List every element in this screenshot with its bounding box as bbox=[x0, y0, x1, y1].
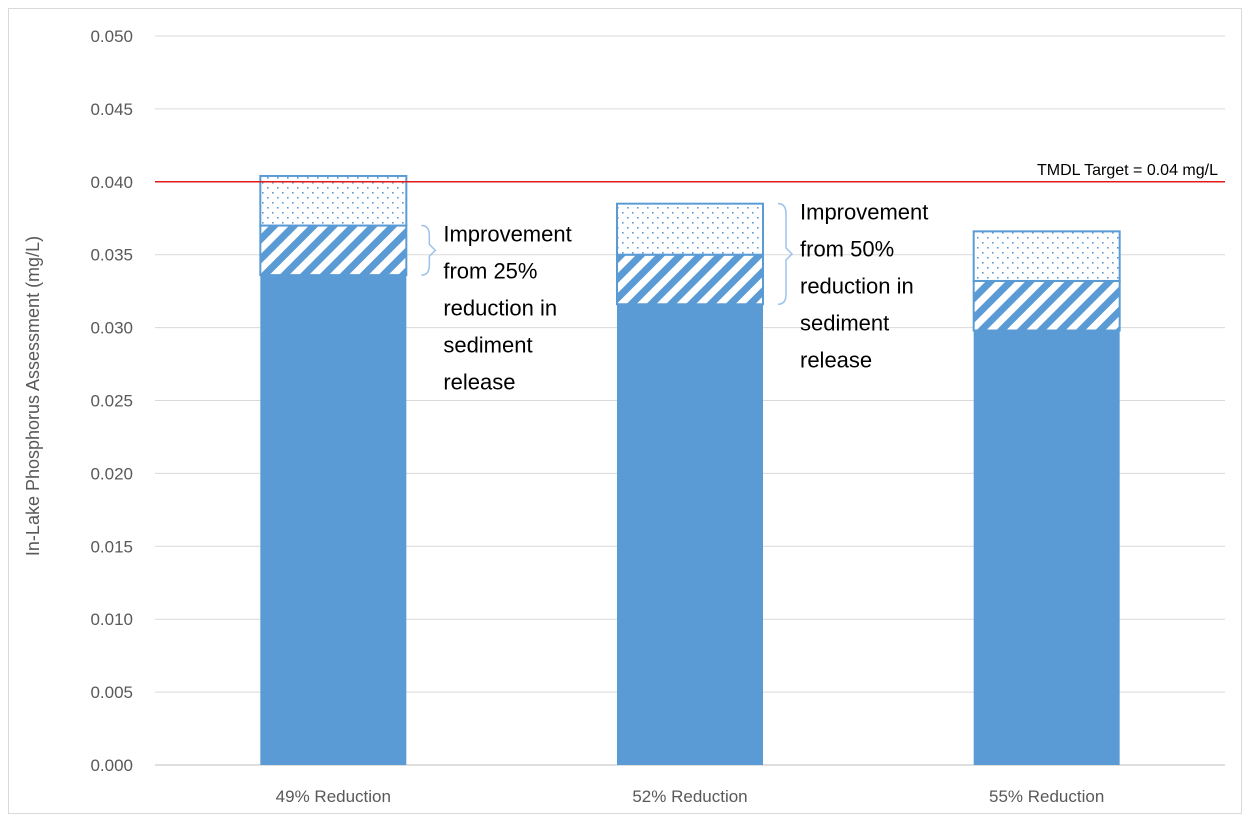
y-tick-label: 0.010 bbox=[90, 610, 133, 629]
bar-segment-dotted bbox=[972, 230, 1121, 282]
y-tick-label: 0.020 bbox=[90, 464, 133, 483]
y-tick-label: 0.050 bbox=[90, 27, 133, 46]
bar-segment-solid bbox=[260, 275, 407, 765]
x-axis-ticks: 49% Reduction 52% Reduction 55% Reduction bbox=[276, 787, 1105, 806]
y-axis-label: In-Lake Phosphorus Assessment (mg/L) bbox=[23, 236, 43, 556]
x-tick-label: 55% Reduction bbox=[989, 787, 1104, 806]
annotation-text-line: Improvement bbox=[800, 200, 928, 225]
x-tick-label: 52% Reduction bbox=[632, 787, 747, 806]
tmdl-target-label: TMDL Target = 0.04 mg/L bbox=[1037, 162, 1218, 179]
y-tick-label: 0.005 bbox=[90, 683, 133, 702]
bars bbox=[259, 174, 1121, 765]
y-tick-label: 0.000 bbox=[90, 756, 133, 775]
annotation-text-line: sediment bbox=[443, 333, 532, 358]
annotation-text-line: Improvement bbox=[443, 222, 571, 247]
annotation-text-line: from 25% bbox=[443, 259, 537, 284]
annotation-brace bbox=[421, 224, 437, 276]
bar-segment-diagonal bbox=[616, 253, 764, 306]
annotation-text-line: from 50% bbox=[800, 237, 894, 262]
bar-segment-solid bbox=[973, 330, 1120, 765]
y-tick-label: 0.045 bbox=[90, 100, 133, 119]
y-tick-label: 0.030 bbox=[90, 319, 133, 338]
annotation-text-line: release bbox=[443, 370, 515, 395]
y-tick-label: 0.035 bbox=[90, 246, 133, 265]
annotation-text-line: release bbox=[800, 348, 872, 373]
annotation-text-line: sediment bbox=[800, 311, 889, 336]
x-tick-label: 49% Reduction bbox=[276, 787, 391, 806]
bar-segment-diagonal bbox=[259, 224, 408, 277]
annotations: Improvement from 25% reduction in sediment r… bbox=[421, 200, 928, 395]
bar-segment-dotted bbox=[259, 174, 408, 227]
y-axis-ticks: 0.000 0.005 0.010 0.015 0.020 0.025 0.030 0.035… bbox=[90, 27, 133, 775]
bar-segment-diagonal bbox=[972, 279, 1121, 332]
y-tick-label: 0.025 bbox=[90, 392, 133, 411]
y-tick-label: 0.040 bbox=[90, 173, 133, 192]
annotation-brace bbox=[777, 202, 794, 306]
annotation-text-line: reduction in bbox=[800, 274, 914, 299]
reference-line-group: TMDL Target = 0.04 mg/L bbox=[155, 162, 1225, 183]
bar-segment-solid bbox=[617, 304, 763, 765]
y-tick-label: 0.015 bbox=[90, 537, 133, 556]
bar-segment-dotted bbox=[616, 202, 764, 256]
annotation-text-line: reduction in bbox=[443, 296, 557, 321]
